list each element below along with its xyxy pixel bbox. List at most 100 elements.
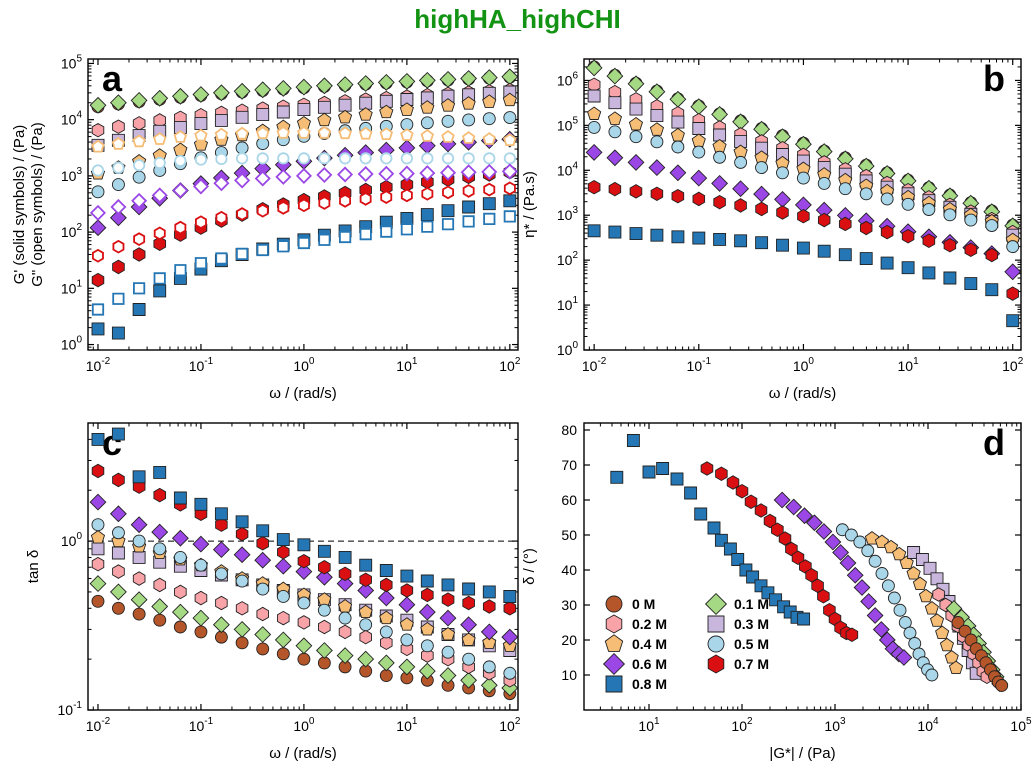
data-points bbox=[89, 427, 519, 701]
y-tick-label: 10-1 bbox=[58, 700, 83, 718]
data-point bbox=[192, 535, 210, 553]
data-point bbox=[420, 621, 435, 636]
panel-a: 10-2 10-1 100 101 102 100 101 102 103 104 105 ω / (… bbox=[11, 53, 521, 402]
data-point bbox=[132, 116, 146, 131]
legend-item: 0.1 M bbox=[704, 592, 769, 616]
data-point bbox=[400, 569, 414, 583]
data-point bbox=[91, 139, 105, 153]
data-point bbox=[585, 143, 603, 161]
legend-marker bbox=[605, 675, 623, 693]
data-point bbox=[339, 230, 352, 244]
data-point bbox=[439, 667, 457, 684]
data-point bbox=[112, 161, 125, 174]
data-point bbox=[845, 627, 859, 643]
legend-label: 0.8 M bbox=[632, 676, 667, 692]
data-point bbox=[398, 72, 416, 90]
data-points bbox=[89, 68, 519, 340]
data-point bbox=[357, 75, 375, 92]
data-point bbox=[212, 541, 230, 559]
data-point bbox=[297, 103, 311, 117]
data-point bbox=[901, 261, 915, 275]
data-point bbox=[112, 564, 125, 579]
data-point bbox=[276, 590, 290, 603]
y-tick-label: 100 bbox=[61, 531, 83, 549]
y-axis-label-2: G" (open symbols) / (Pa) bbox=[29, 122, 46, 287]
data-point bbox=[315, 568, 333, 586]
data-point bbox=[277, 240, 290, 253]
data-point bbox=[235, 601, 249, 616]
y-axis-label: δ / (°) bbox=[521, 548, 538, 585]
data-point bbox=[421, 587, 434, 603]
data-point bbox=[785, 498, 803, 516]
data-point bbox=[400, 211, 414, 225]
data-point bbox=[153, 577, 167, 593]
data-point bbox=[482, 112, 496, 126]
data-point bbox=[91, 272, 105, 288]
data-point bbox=[462, 113, 476, 127]
data-point bbox=[173, 120, 187, 134]
data-point bbox=[256, 137, 270, 151]
data-point bbox=[650, 135, 664, 149]
data-point bbox=[462, 595, 475, 611]
y-tick-label: 104 bbox=[61, 110, 83, 128]
data-point bbox=[212, 616, 230, 634]
data-point bbox=[212, 84, 230, 102]
data-point bbox=[215, 210, 228, 225]
data-point bbox=[480, 623, 498, 641]
data-point bbox=[359, 558, 373, 572]
data-point bbox=[297, 125, 311, 139]
x-tick-label: 100 bbox=[293, 356, 315, 374]
data-point bbox=[295, 563, 313, 581]
data-point bbox=[460, 671, 478, 689]
data-point bbox=[692, 122, 706, 135]
figure-title: highHA_highCHI bbox=[414, 4, 621, 34]
data-point bbox=[440, 164, 457, 181]
data-point bbox=[418, 71, 436, 89]
y-tick-label: 80 bbox=[561, 422, 577, 438]
y-tick-label: 20 bbox=[561, 632, 577, 648]
data-point bbox=[734, 134, 748, 148]
data-point bbox=[337, 109, 353, 124]
data-point bbox=[853, 535, 867, 549]
data-point bbox=[421, 186, 434, 201]
data-point bbox=[650, 109, 664, 123]
data-point bbox=[256, 152, 269, 165]
data-point bbox=[195, 215, 207, 230]
data-point bbox=[462, 184, 475, 198]
data-point bbox=[420, 639, 434, 653]
data-point bbox=[133, 282, 146, 295]
data-point bbox=[650, 228, 664, 242]
data-point bbox=[317, 112, 332, 127]
data-point bbox=[650, 186, 664, 202]
y-tick-label: 30 bbox=[561, 597, 577, 613]
data-point bbox=[838, 216, 852, 232]
data-point bbox=[151, 187, 168, 204]
data-point bbox=[922, 203, 936, 216]
data-point bbox=[318, 196, 331, 210]
data-point bbox=[277, 610, 290, 626]
data-point bbox=[1006, 314, 1020, 328]
y-axis-label: tan δ bbox=[25, 550, 42, 583]
x-tick-label: 104 bbox=[917, 716, 939, 734]
data-point bbox=[338, 152, 352, 165]
data-point bbox=[91, 463, 105, 479]
data-point bbox=[958, 624, 972, 638]
data-point bbox=[338, 126, 352, 140]
data-point bbox=[462, 652, 476, 666]
data-point bbox=[112, 292, 125, 305]
data-point bbox=[859, 187, 873, 201]
data-point bbox=[648, 159, 666, 177]
x-tick-label: 10-2 bbox=[86, 716, 111, 734]
data-point bbox=[173, 620, 187, 634]
data-point bbox=[924, 601, 939, 615]
data-point bbox=[875, 567, 889, 580]
data-point bbox=[153, 487, 167, 503]
legend-marker bbox=[707, 654, 725, 674]
data-point bbox=[462, 582, 476, 596]
data-point bbox=[627, 75, 645, 93]
data-point bbox=[256, 606, 269, 622]
data-point bbox=[317, 544, 331, 558]
x-tick-label: 105 bbox=[1010, 716, 1032, 734]
data-point bbox=[213, 175, 230, 192]
data-point bbox=[132, 607, 146, 621]
